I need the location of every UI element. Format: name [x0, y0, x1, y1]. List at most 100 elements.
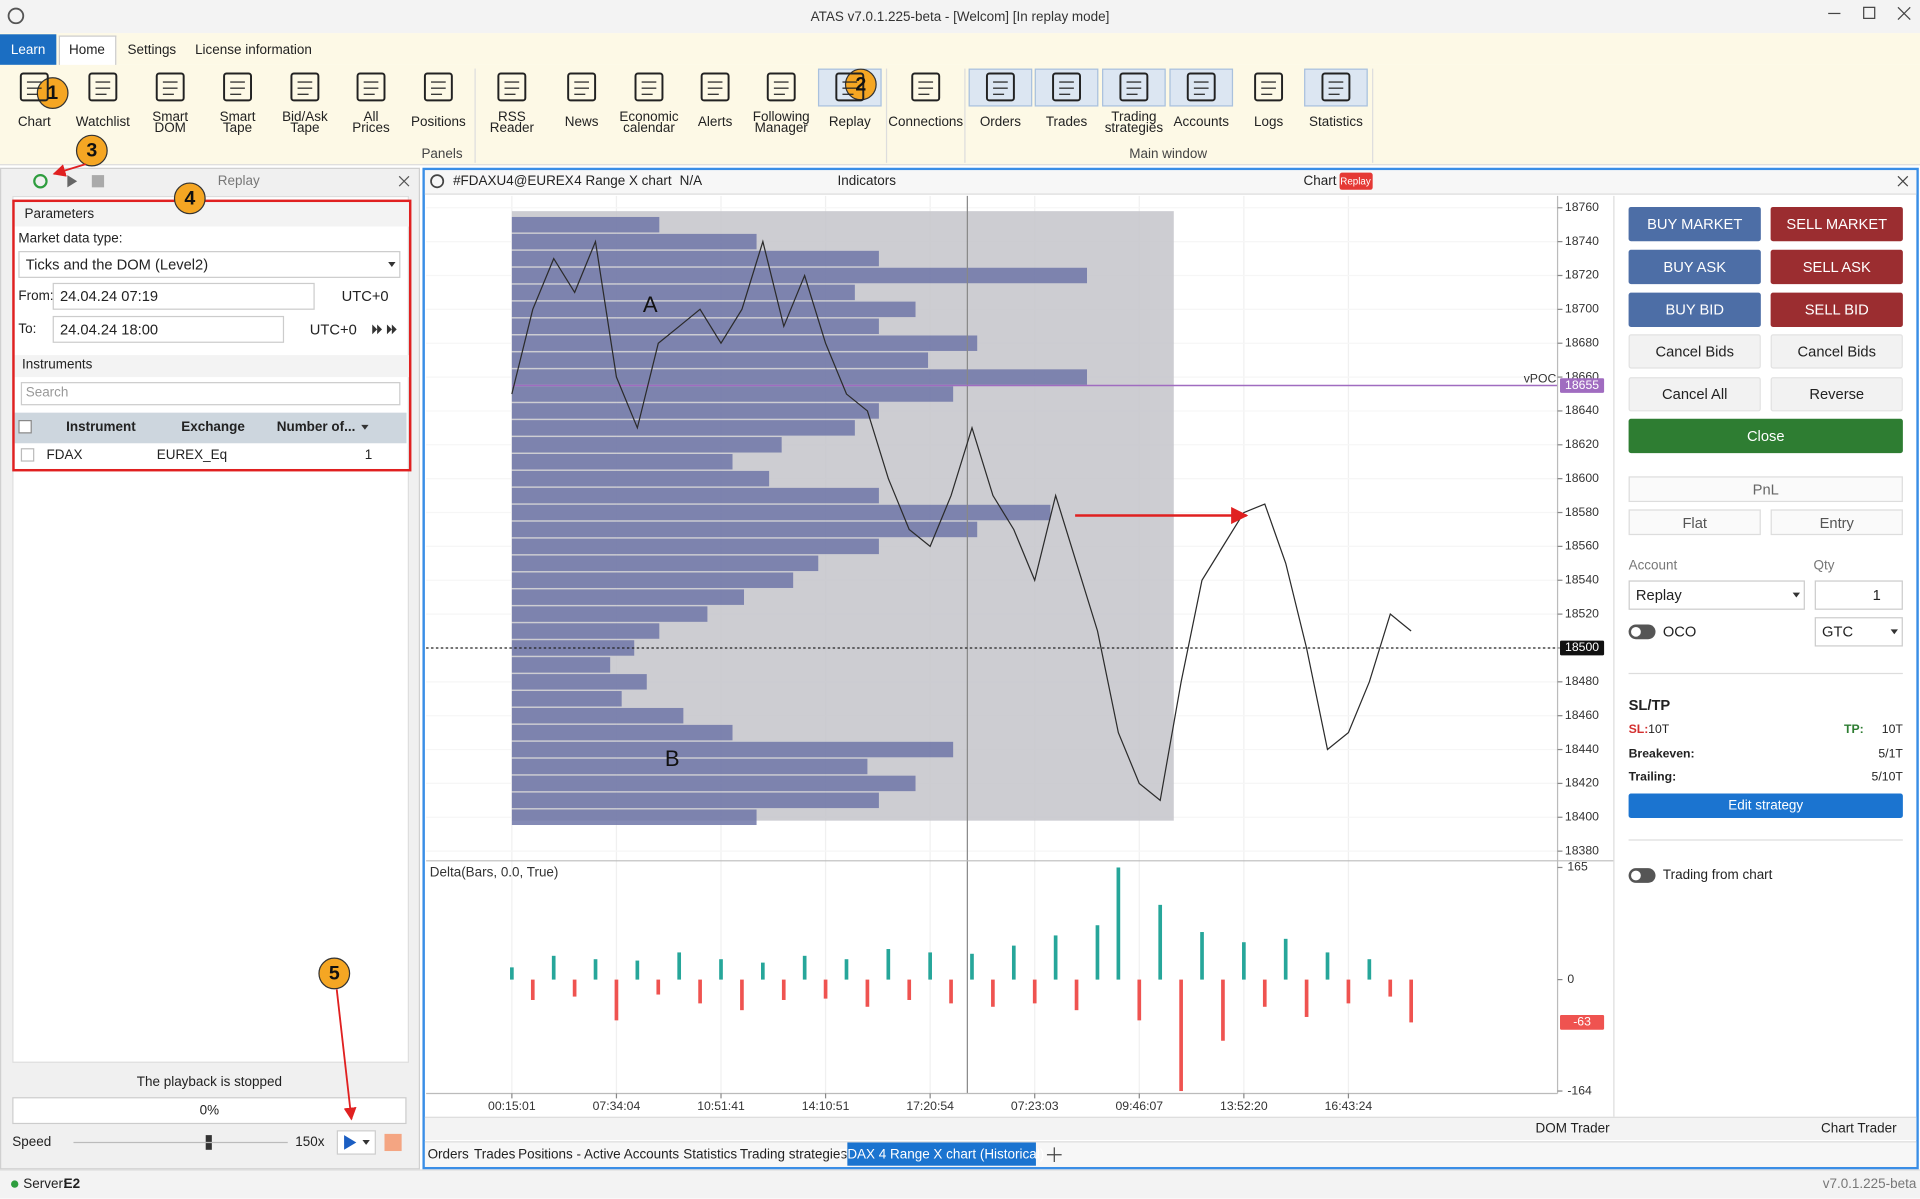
ribbon-button[interactable]: Smart DOM — [152, 111, 188, 135]
menu-tab[interactable]: Settings — [128, 43, 177, 58]
qty-value[interactable]: 1 — [1873, 587, 1881, 604]
toggle-label[interactable]: Trading from chart — [1663, 868, 1773, 883]
ribbon-button[interactable]: RSS Reader — [490, 111, 534, 135]
ribbon-label[interactable]: Watchlist — [76, 118, 130, 130]
select-value[interactable]: GTC — [1822, 623, 1853, 640]
field-label: Breakeven: — [1629, 748, 1695, 761]
button-label[interactable]: Close — [1747, 427, 1785, 444]
callout-number: 2 — [855, 75, 866, 97]
ribbon-label[interactable]: Economic calendar — [619, 112, 678, 135]
button-label[interactable]: BUY BID — [1665, 301, 1724, 318]
button-label[interactable]: SELL BID — [1805, 301, 1869, 318]
button-label[interactable]: SELL ASK — [1803, 258, 1871, 275]
bottom-tab[interactable]: Trading strategies — [740, 1147, 847, 1162]
ribbon-label[interactable]: Replay — [829, 118, 871, 130]
select-value[interactable]: Replay — [1636, 587, 1682, 604]
ribbon-label[interactable]: Trading strategies — [1105, 112, 1163, 135]
ribbon-button[interactable]: Connections — [888, 111, 963, 135]
chart-title: Chart — [1304, 174, 1337, 189]
ribbon-label[interactable]: Smart DOM — [152, 112, 188, 135]
bottom-tab[interactable]: FDAX 4 Range X chart (Historical) — [839, 1147, 1044, 1162]
chart-type[interactable]: 4 Range X chart — [574, 174, 671, 189]
ribbon-button[interactable]: All Prices — [352, 111, 389, 135]
ribbon-label[interactable]: News — [565, 118, 599, 130]
ribbon-label[interactable]: Smart Tape — [220, 112, 256, 135]
ribbon-button[interactable]: Alerts — [698, 111, 732, 135]
timezone[interactable]: UTC+0 — [342, 288, 389, 305]
timeframe[interactable]: N/A — [680, 174, 702, 189]
ribbon-label[interactable]: Trades — [1046, 118, 1087, 130]
side-tab[interactable]: DOM Trader — [1536, 1122, 1610, 1137]
button-label[interactable]: Flat — [1682, 514, 1707, 531]
button-label[interactable]: Cancel Bids — [1798, 343, 1876, 360]
button-label[interactable]: Reverse — [1809, 386, 1864, 403]
bottom-tab[interactable]: Accounts — [624, 1147, 679, 1162]
section-title: Parameters — [24, 207, 94, 222]
progress-text: 0% — [200, 1103, 219, 1118]
field-value: 5/10T — [1872, 771, 1903, 784]
ribbon-label[interactable]: Alerts — [698, 118, 732, 130]
date-value[interactable]: 24.04.24 18:00 — [60, 321, 158, 338]
ribbon-button[interactable]: Orders — [980, 111, 1021, 135]
field-label: Account — [1629, 558, 1678, 573]
bottom-tab[interactable]: Trades — [474, 1147, 515, 1162]
ribbon-button[interactable]: Replay — [829, 111, 871, 135]
button-label[interactable]: Cancel Bids — [1656, 343, 1734, 360]
menu-tab[interactable]: Learn — [11, 43, 45, 58]
ribbon-label[interactable]: Accounts — [1174, 118, 1229, 130]
ribbon-button[interactable]: Bid/Ask Tape — [282, 111, 328, 135]
timezone[interactable]: UTC+0 — [310, 321, 357, 338]
field-label: TP: — [1844, 723, 1864, 736]
callout-number: 3 — [86, 141, 97, 163]
button-label[interactable]: Edit strategy — [1728, 798, 1803, 813]
ribbon-button[interactable]: Chart — [18, 111, 51, 135]
ribbon-button[interactable]: Smart Tape — [220, 111, 256, 135]
button-label[interactable]: Entry — [1820, 514, 1854, 531]
button-label[interactable]: BUY MARKET — [1647, 216, 1742, 233]
ribbon-button[interactable]: Positions — [411, 111, 466, 135]
side-tab[interactable]: Chart Trader — [1821, 1122, 1897, 1137]
callout-number: 5 — [329, 964, 340, 986]
toggle-label[interactable]: OCO — [1663, 623, 1696, 640]
ribbon-button[interactable]: Logs — [1254, 111, 1283, 135]
ribbon-button[interactable]: Statistics — [1309, 111, 1363, 135]
ribbon-label[interactable]: Chart — [18, 118, 51, 130]
menu-tab[interactable]: Home — [69, 43, 105, 58]
date-value[interactable]: 24.04.24 07:19 — [60, 288, 158, 305]
cell: 1 — [365, 448, 373, 463]
ribbon-button[interactable]: Economic calendar — [619, 111, 678, 135]
ribbon-label[interactable]: All Prices — [352, 112, 389, 135]
group-label: Panels — [421, 147, 462, 162]
panel-title: Replay — [218, 174, 260, 189]
ribbon-button[interactable]: Trading strategies — [1105, 111, 1163, 135]
instrument[interactable]: #FDAXU4@EUREX — [453, 174, 574, 189]
ribbon-button[interactable]: Accounts — [1174, 111, 1229, 135]
button-label[interactable]: Cancel All — [1662, 386, 1727, 403]
ribbon-label[interactable]: Positions — [411, 118, 466, 130]
ribbon-label[interactable]: Bid/Ask Tape — [282, 112, 328, 135]
ribbon-label[interactable]: Following Manager — [753, 112, 810, 135]
menu-tab[interactable]: License information — [195, 43, 312, 58]
ribbon-button[interactable]: Watchlist — [76, 111, 130, 135]
field-label: Speed — [12, 1135, 51, 1150]
ribbon-label[interactable]: Statistics — [1309, 118, 1363, 130]
ribbon-label[interactable]: RSS Reader — [490, 112, 534, 135]
bottom-tab[interactable]: Statistics — [683, 1147, 737, 1162]
ribbon-label[interactable]: Connections — [888, 118, 963, 130]
ribbon-button[interactable]: News — [565, 111, 599, 135]
bottom-tab[interactable]: Positions - Active — [518, 1147, 621, 1162]
dropdown-value[interactable]: Ticks and the DOM (Level2) — [26, 256, 208, 273]
group-label: Main window — [1129, 147, 1207, 162]
ribbon-label[interactable]: Orders — [980, 118, 1021, 130]
bottom-tab[interactable]: Orders — [428, 1147, 469, 1162]
speed-value: 150x — [295, 1135, 324, 1150]
ribbon-button[interactable]: Trades — [1046, 111, 1087, 135]
ribbon-label[interactable]: Logs — [1254, 118, 1283, 130]
ribbon-button[interactable]: Following Manager — [753, 111, 810, 135]
search-placeholder[interactable]: Search — [26, 386, 69, 401]
indicators-button[interactable]: Indicators — [838, 174, 896, 189]
button-label[interactable]: BUY ASK — [1663, 258, 1726, 275]
button-label[interactable]: SELL MARKET — [1786, 216, 1887, 233]
